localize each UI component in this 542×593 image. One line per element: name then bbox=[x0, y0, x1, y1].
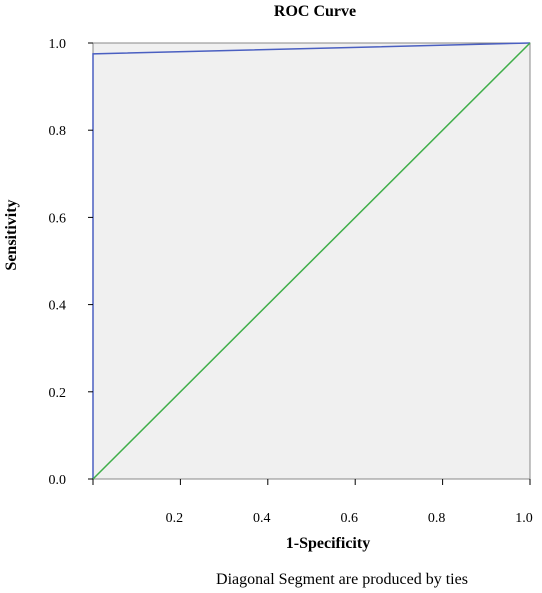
x-tick-label: 1.0 bbox=[515, 511, 533, 526]
y-tick-label: 0.0 bbox=[49, 473, 67, 488]
y-tick-label: 0.8 bbox=[49, 124, 67, 139]
y-tick-label: 0.2 bbox=[49, 386, 67, 401]
y-tick-label: 0.4 bbox=[49, 299, 67, 314]
reference-diagonal-line bbox=[92, 42, 531, 480]
chart-title: ROC Curve bbox=[274, 3, 356, 20]
x-tick-label: 0.2 bbox=[166, 511, 184, 526]
x-axis-ticks: 0.2 0.4 0.6 0.8 1.0 bbox=[92, 479, 533, 526]
y-tick-label: 1.0 bbox=[49, 37, 67, 52]
y-tick-label: 0.6 bbox=[49, 211, 67, 226]
y-axis-ticks: 0.0 0.2 0.4 0.6 0.8 1.0 bbox=[49, 37, 93, 488]
x-tick-label: 0.6 bbox=[340, 511, 358, 526]
series-layer bbox=[92, 42, 531, 480]
footnote: Diagonal Segment are produced by ties bbox=[216, 571, 468, 588]
x-tick-label: 0.4 bbox=[253, 511, 271, 526]
y-axis-label: Sensitivity bbox=[3, 199, 20, 270]
x-axis-label: 1-Specificity bbox=[286, 535, 370, 552]
x-tick-label: 0.8 bbox=[428, 511, 446, 526]
roc-curve-line bbox=[92, 42, 531, 479]
